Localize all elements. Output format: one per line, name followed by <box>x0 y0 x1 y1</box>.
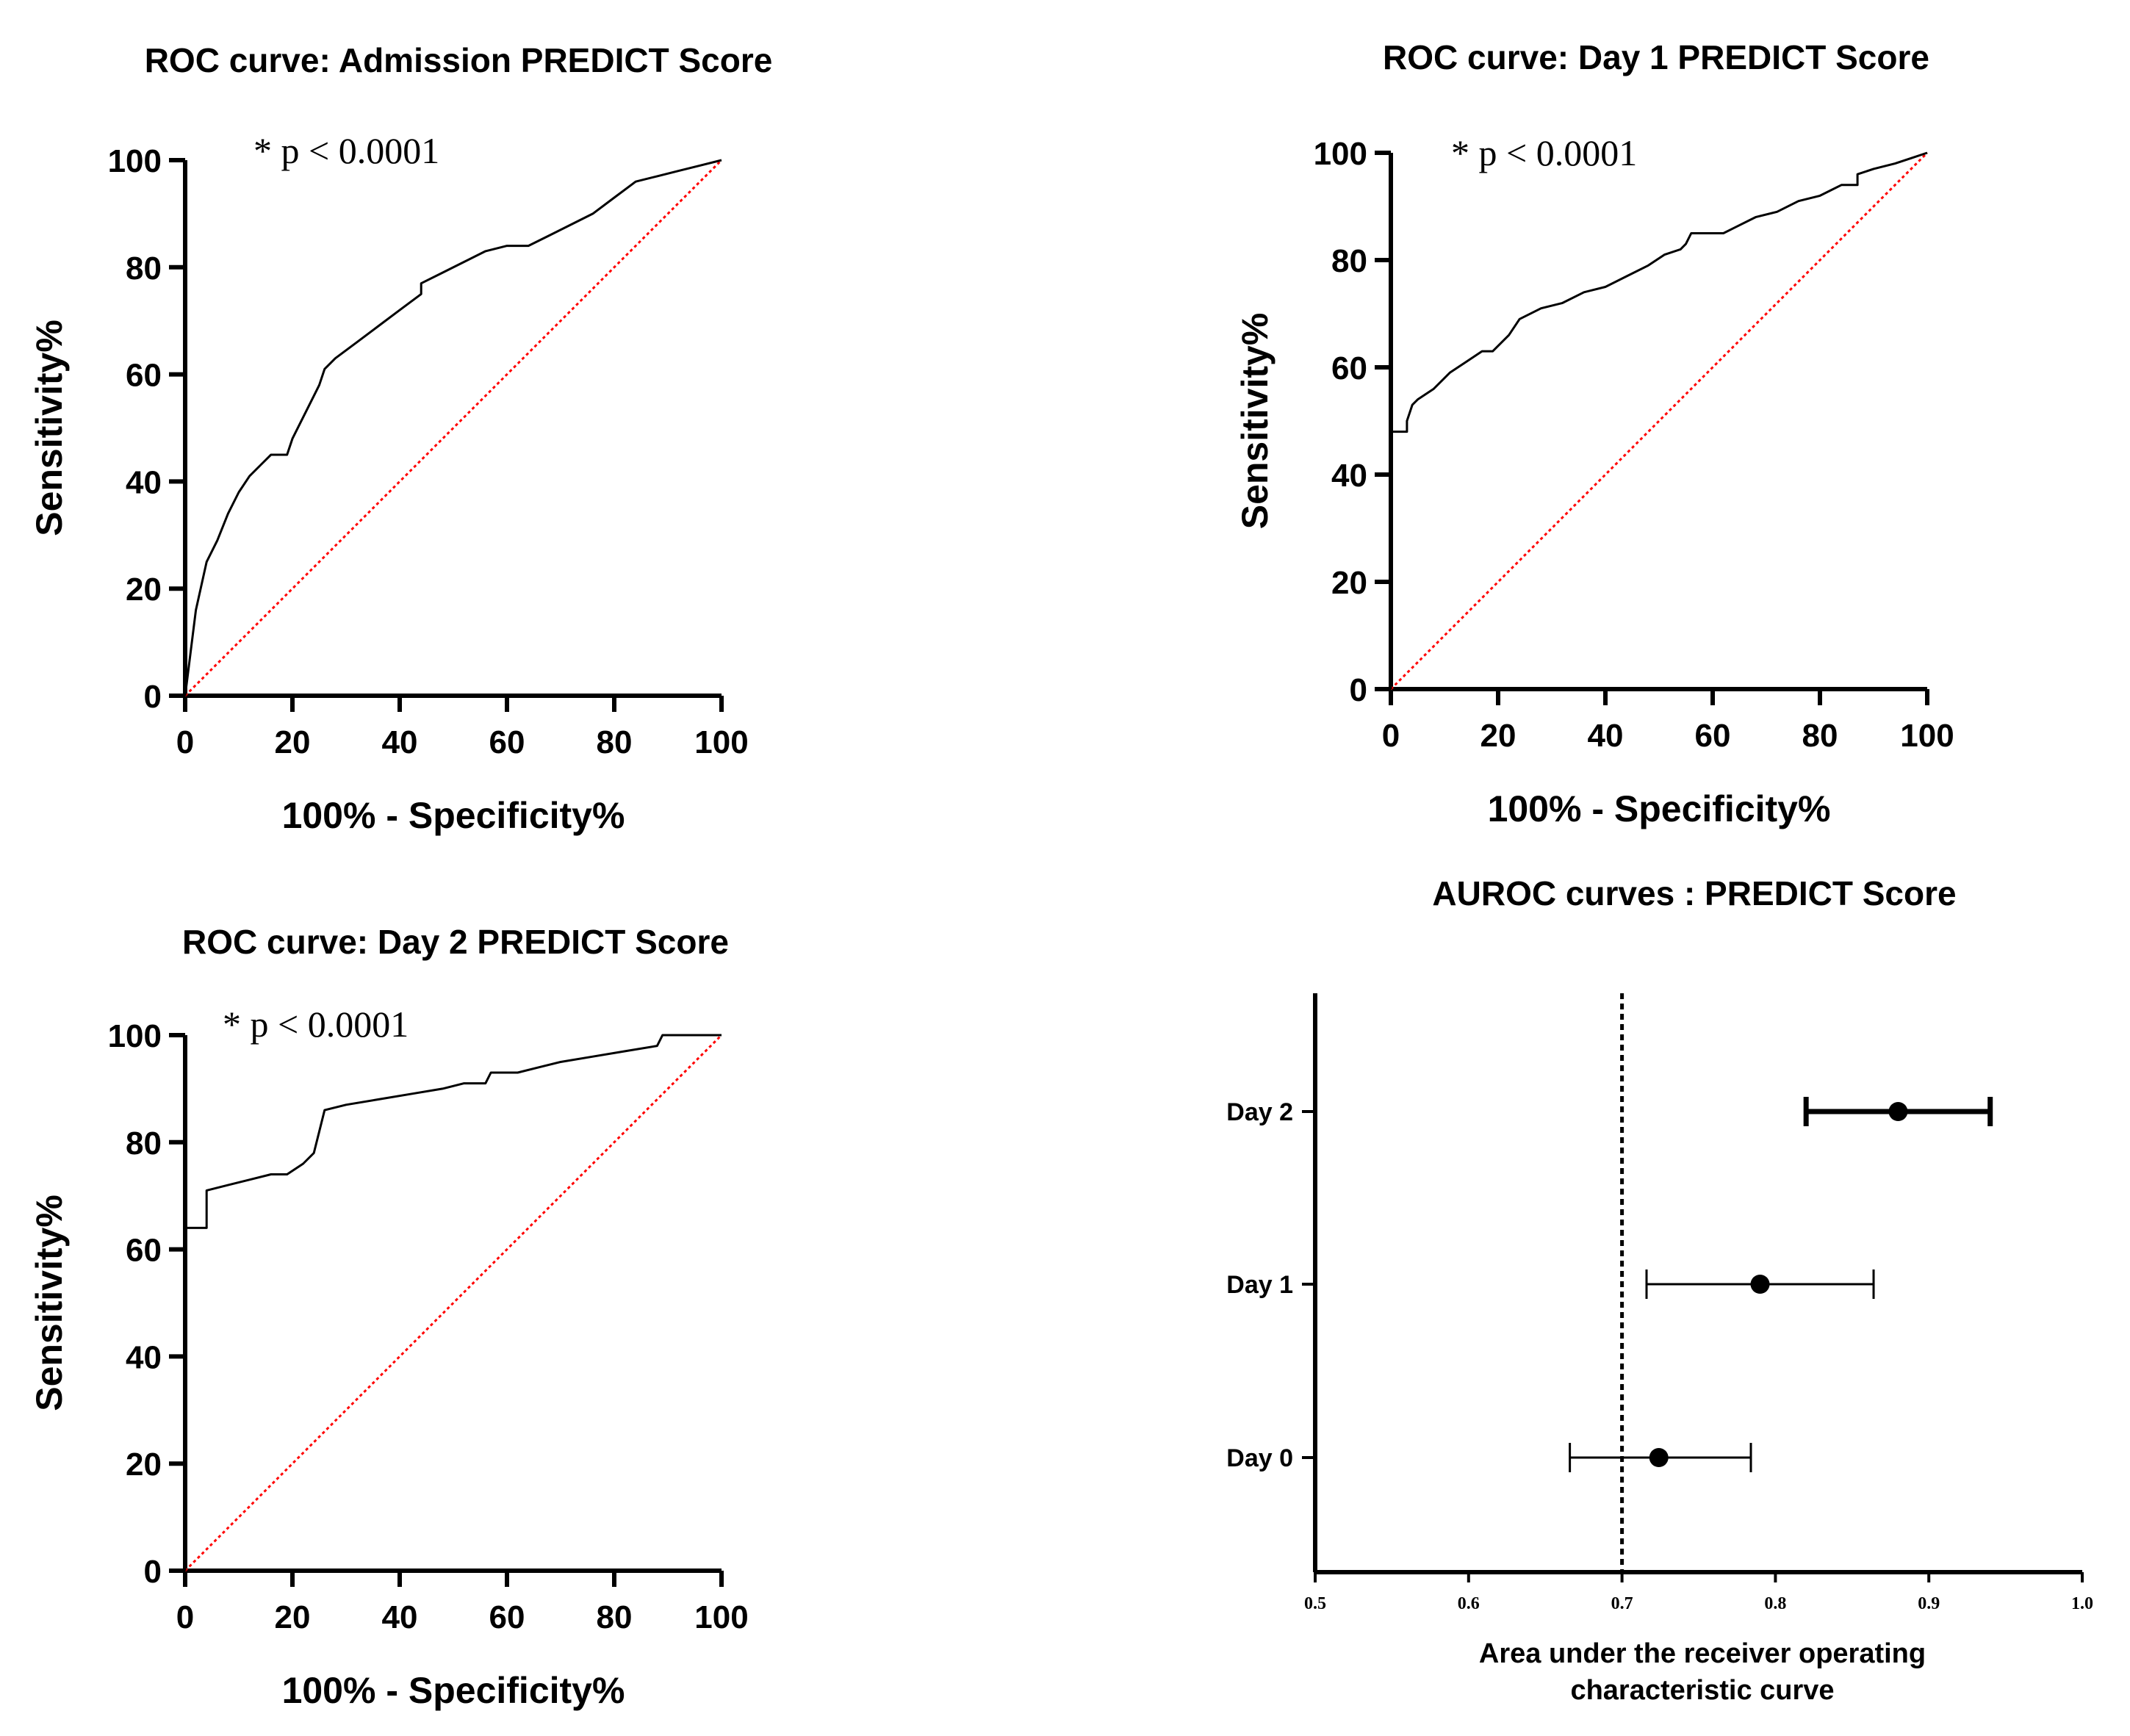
x-tick-label: 0 <box>176 724 194 760</box>
x-axis-label-line-2: characteristic curve <box>1570 1675 1834 1706</box>
y-tick-label: 100 <box>108 143 162 179</box>
x-tick-label: 20 <box>1480 718 1516 754</box>
y-tick-label: 20 <box>126 572 162 608</box>
x-tick-label: 0.8 <box>1764 1594 1786 1613</box>
y-tick-label: 60 <box>126 358 162 394</box>
x-tick-label: 0.9 <box>1918 1594 1940 1613</box>
roc-curve-line <box>1389 151 1928 689</box>
auroc-point-marker <box>1750 1275 1770 1294</box>
y-axis-label: Sensitivity% <box>1234 313 1276 530</box>
y-tick-label: 40 <box>1331 458 1367 494</box>
y-axis-label: Sensitivity% <box>29 1195 70 1411</box>
y-tick-label: 0 <box>144 1554 162 1590</box>
x-tick-label: 80 <box>597 724 633 760</box>
x-tick-label: 20 <box>275 1599 311 1635</box>
chart-title: ROC curve: Day 2 PREDICT Score <box>182 923 729 961</box>
x-tick-label: 60 <box>1695 718 1731 754</box>
chart-title: AUROC curves : PREDICT Score <box>1432 874 1956 912</box>
reference-diagonal-line <box>184 1034 723 1572</box>
y-tick-label: 40 <box>126 464 162 500</box>
x-axis-label-line-1: Area under the receiver operating <box>1479 1638 1926 1669</box>
x-tick-label: 40 <box>382 1599 418 1635</box>
y-tick-label: Day 0 <box>1226 1444 1293 1472</box>
y-tick-label: 60 <box>1331 350 1367 386</box>
y-tick-label: 20 <box>1331 565 1367 601</box>
x-tick-label: 40 <box>382 724 418 760</box>
reference-diagonal-line <box>184 159 723 697</box>
p-value-annotation: * p < 0.0001 <box>1451 132 1637 173</box>
y-tick-label: 100 <box>1314 136 1367 172</box>
roc-curve-line <box>184 1034 722 1571</box>
y-tick-label: 40 <box>126 1339 162 1375</box>
auroc-forest-chart: AUROC curves : PREDICT Score 0.5 0.6 0.7 0.8… <box>1226 874 2093 1706</box>
x-axis-label: 100% - Specificity% <box>282 1670 625 1711</box>
y-axis-label: Sensitivity% <box>29 320 70 536</box>
roc-admission-chart: ROC curve: Admission PREDICT Score 0 20 40 6… <box>29 41 772 836</box>
roc-curve-line <box>184 159 722 696</box>
p-value-annotation: * p < 0.0001 <box>253 130 439 171</box>
x-tick-label: 100 <box>694 1599 748 1635</box>
x-tick-label: 80 <box>597 1599 633 1635</box>
y-tick-label: 80 <box>126 1125 162 1161</box>
auroc-point-marker <box>1649 1448 1669 1467</box>
x-tick-label: 60 <box>489 1599 525 1635</box>
x-tick-label: 20 <box>275 724 311 760</box>
p-value-annotation: * p < 0.0001 <box>223 1004 409 1045</box>
auroc-point-marker <box>1888 1102 1908 1121</box>
chart-title: ROC curve: Admission PREDICT Score <box>145 41 773 79</box>
x-tick-label: 0.7 <box>1611 1594 1633 1613</box>
x-axis-label: 100% - Specificity% <box>1488 788 1831 829</box>
x-tick-label: 100 <box>1900 718 1954 754</box>
y-tick-label: 80 <box>126 251 162 287</box>
x-tick-label: 80 <box>1802 718 1838 754</box>
x-tick-label: 0.5 <box>1304 1594 1326 1613</box>
chart-title: ROC curve: Day 1 PREDICT Score <box>1383 38 1929 76</box>
x-tick-label: 40 <box>1588 718 1624 754</box>
y-tick-label: Day 2 <box>1226 1098 1293 1126</box>
y-tick-label: 100 <box>108 1018 162 1054</box>
x-tick-label: 60 <box>489 724 525 760</box>
x-tick-label: 0.6 <box>1458 1594 1480 1613</box>
x-tick-label: 0 <box>176 1599 194 1635</box>
x-tick-label: 100 <box>694 724 748 760</box>
y-tick-label: 20 <box>126 1447 162 1483</box>
y-tick-label: 0 <box>1350 672 1367 708</box>
y-tick-label: 0 <box>144 679 162 715</box>
x-axis-label: 100% - Specificity% <box>282 795 625 836</box>
x-tick-label: 0 <box>1382 718 1400 754</box>
y-tick-label: 80 <box>1331 243 1367 279</box>
x-tick-label: 1.0 <box>2071 1594 2093 1613</box>
y-tick-label: Day 1 <box>1226 1271 1293 1299</box>
roc-day2-chart: ROC curve: Day 2 PREDICT Score 0 20 40 60 80 1… <box>29 923 749 1711</box>
roc-day1-chart: ROC curve: Day 1 PREDICT Score 0 20 40 60 80 1… <box>1234 38 1954 829</box>
y-tick-label: 60 <box>126 1233 162 1269</box>
